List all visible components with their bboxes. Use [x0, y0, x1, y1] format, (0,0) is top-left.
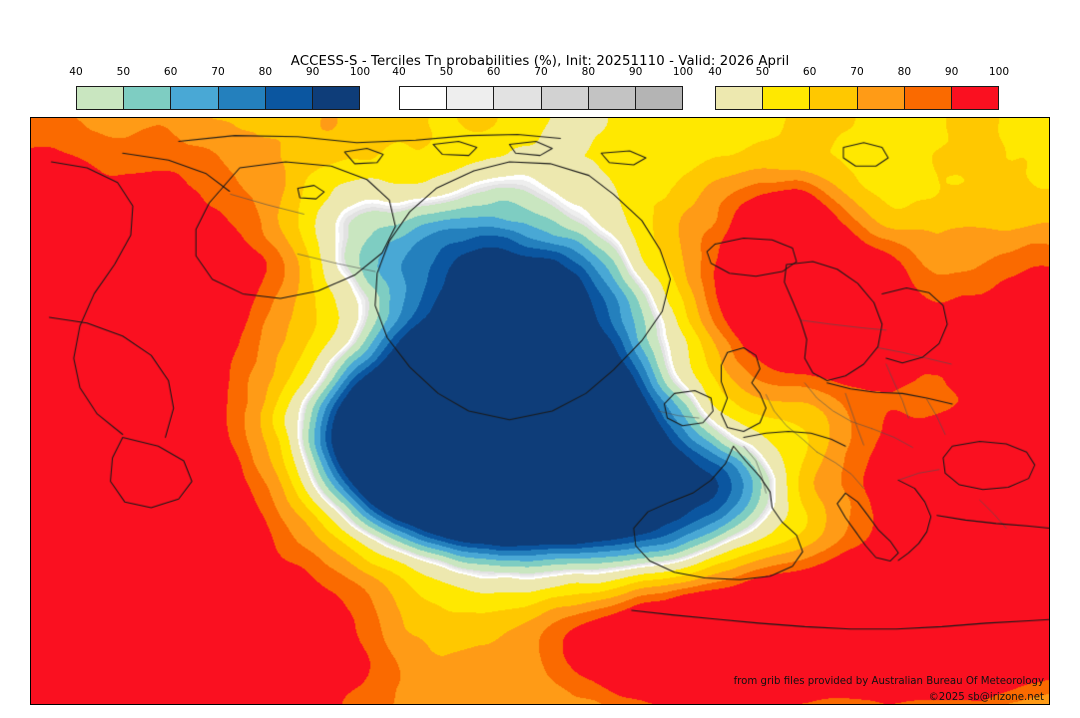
data-source-credit: from grib files provided by Australian B… — [733, 676, 1044, 687]
colorbar-tick-label: 100 — [349, 66, 371, 78]
colorbar-tick-label: 40 — [708, 66, 722, 78]
colorbar-below-normal-swatches — [76, 86, 360, 110]
colorbar-tick-label: 100 — [988, 66, 1010, 78]
colorbar-below-normal: 40 50 60 70 80 90 100 — [69, 66, 370, 112]
colorbar-tick-label: 90 — [628, 66, 643, 78]
colorbar-tick-label: 90 — [305, 66, 320, 78]
colorbar-tick-label: 40 — [69, 66, 83, 78]
colorbar-swatch — [716, 87, 764, 109]
colorbar-tick-label: 60 — [486, 66, 501, 78]
colorbar-tick-label: 40 — [392, 66, 406, 78]
colorbar-swatch — [857, 87, 905, 109]
colorbar-swatch — [124, 87, 172, 109]
colorbar-swatch — [447, 87, 495, 109]
colorbar-above-normal-swatches — [715, 86, 999, 110]
colorbar-above-normal-ticks: 40 50 60 70 80 90 100 — [708, 66, 1009, 82]
forecast-map — [30, 117, 1050, 705]
colorbar-tick-label: 90 — [944, 66, 959, 78]
colorbar-swatch — [635, 87, 683, 109]
colorbar-swatch — [400, 87, 448, 109]
colorbar-above-normal: 40 50 60 70 80 90 100 — [708, 66, 1009, 112]
colorbar-swatch — [218, 87, 266, 109]
colorbar-swatch — [541, 87, 589, 109]
map-probability-field — [31, 118, 1049, 704]
colorbar-swatch — [494, 87, 542, 109]
colorbar-tick-label: 60 — [802, 66, 817, 78]
colorbar-swatch — [312, 87, 360, 109]
colorbar-swatch — [588, 87, 636, 109]
colorbar-tick-label: 80 — [258, 66, 273, 78]
colorbar-below-normal-ticks: 40 50 60 70 80 90 100 — [69, 66, 370, 82]
colorbar-near-normal-swatches — [399, 86, 683, 110]
colorbar-swatch — [810, 87, 858, 109]
colorbar-tick-label: 50 — [755, 66, 770, 78]
colorbar-swatch — [265, 87, 313, 109]
colorbar-tick-label: 70 — [534, 66, 548, 78]
colorbar-tick-label: 50 — [439, 66, 454, 78]
colorbar-tick-label: 100 — [672, 66, 694, 78]
colorbar-tick-label: 50 — [116, 66, 131, 78]
colorbar-swatch — [904, 87, 952, 109]
copyright-credit: ©2025 sb@irizone.net — [928, 692, 1044, 703]
colorbar-near-normal: 40 50 60 70 80 90 100 — [392, 66, 693, 112]
colorbar-tick-label: 60 — [163, 66, 178, 78]
colorbar-near-normal-ticks: 40 50 60 70 80 90 100 — [392, 66, 693, 82]
colorbar-swatch — [763, 87, 811, 109]
colorbar-swatch — [77, 87, 125, 109]
colorbar-tick-label: 70 — [850, 66, 864, 78]
page-title: ACCESS-S - Terciles Tn probabilities (%)… — [290, 54, 790, 69]
colorbar-tick-label: 70 — [211, 66, 225, 78]
colorbar-tick-label: 80 — [581, 66, 596, 78]
colorbar-swatch — [951, 87, 999, 109]
colorbar-swatch — [171, 87, 219, 109]
colorbar-tick-label: 80 — [897, 66, 912, 78]
